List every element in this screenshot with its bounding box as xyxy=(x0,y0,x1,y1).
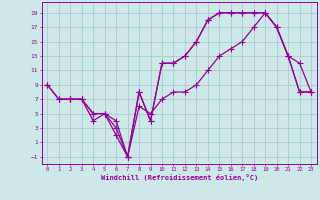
X-axis label: Windchill (Refroidissement éolien,°C): Windchill (Refroidissement éolien,°C) xyxy=(100,174,258,181)
